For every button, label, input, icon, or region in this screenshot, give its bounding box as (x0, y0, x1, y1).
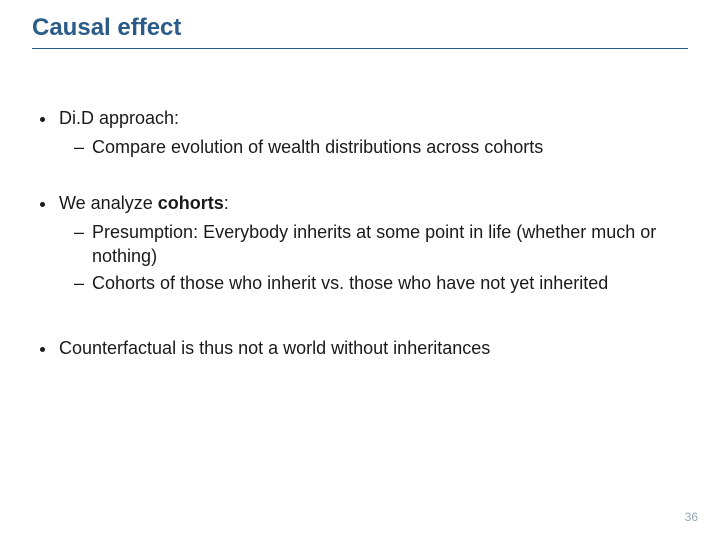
dash-icon: – (74, 136, 84, 159)
page-number: 36 (685, 510, 698, 524)
text-suffix: : (224, 193, 229, 213)
text-prefix: We analyze (59, 193, 158, 213)
bullet-text: Cohorts of those who inherit vs. those w… (92, 272, 608, 295)
list-item: – Presumption: Everybody inherits at som… (74, 221, 688, 268)
list-item: Counterfactual is thus not a world witho… (40, 337, 688, 360)
dash-icon: – (74, 272, 84, 295)
bullet-level1: We analyze cohorts: (40, 192, 688, 215)
slide-title: Causal effect (32, 14, 688, 49)
bullet-text: Compare evolution of wealth distribution… (92, 136, 543, 159)
bullet-level2-group: – Presumption: Everybody inherits at som… (74, 221, 688, 295)
bullet-level1: Di.D approach: (40, 107, 688, 130)
list-item: Di.D approach: (40, 107, 688, 130)
bullet-level1: Counterfactual is thus not a world witho… (40, 337, 688, 360)
bullet-dot-icon (40, 202, 45, 207)
bullet-dot-icon (40, 117, 45, 122)
bullet-text: We analyze cohorts: (59, 192, 229, 215)
list-item: – Compare evolution of wealth distributi… (74, 136, 688, 159)
text-bold: cohorts (158, 193, 224, 213)
slide-content: Di.D approach: – Compare evolution of we… (32, 107, 688, 361)
bullet-level2-group: – Compare evolution of wealth distributi… (74, 136, 688, 159)
dash-icon: – (74, 221, 84, 244)
bullet-text: Counterfactual is thus not a world witho… (59, 337, 490, 360)
list-item: – Cohorts of those who inherit vs. those… (74, 272, 688, 295)
bullet-text: Presumption: Everybody inherits at some … (92, 221, 688, 268)
slide: Causal effect Di.D approach: – Compare e… (0, 0, 720, 540)
list-item: We analyze cohorts: (40, 192, 688, 215)
bullet-dot-icon (40, 347, 45, 352)
bullet-text: Di.D approach: (59, 107, 179, 130)
